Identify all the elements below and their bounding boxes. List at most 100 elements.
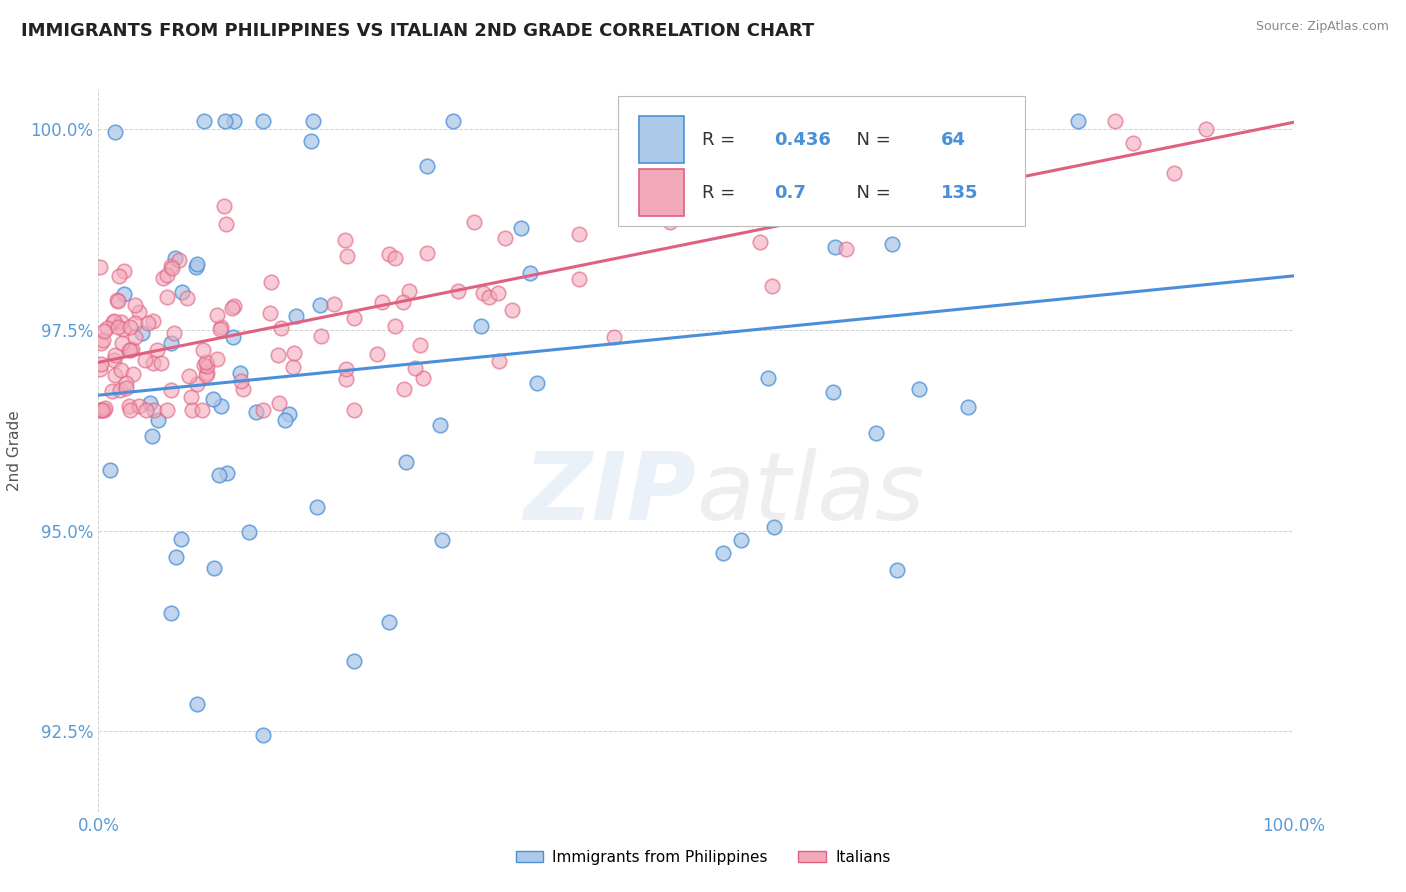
Point [283,345,305,359]
Text: 0.7: 0.7 [773,184,806,202]
Point [103,315,125,329]
Point [118,399,141,413]
Point [865,425,887,440]
Point [90,357,112,371]
Point [758,371,780,385]
Point [343,403,366,417]
Point [176,291,198,305]
Point [659,215,682,229]
Point [110,363,132,377]
Point [165,549,187,564]
Point [138,396,160,410]
Point [120,343,142,358]
Point [111,322,134,336]
Point [366,347,388,361]
Point [122,368,145,382]
Point [91,333,114,347]
Point [429,417,451,432]
Text: 135: 135 [941,184,979,202]
Point [335,362,357,376]
Point [214,114,236,128]
Point [112,287,135,301]
Point [749,235,772,249]
Point [104,348,127,362]
Point [1163,165,1185,179]
Point [384,318,406,333]
Point [416,246,439,260]
Point [89,260,111,274]
Point [526,376,548,391]
Point [186,377,208,392]
Point [657,198,679,212]
Point [260,275,283,289]
Point [150,356,173,370]
Point [162,261,184,276]
Point [160,259,183,273]
Point [302,114,325,128]
Point [519,267,541,281]
Point [201,392,224,406]
Point [848,114,870,128]
Point [1195,121,1218,136]
Text: R =: R = [702,184,741,202]
Point [90,403,112,417]
Point [205,308,228,322]
Point [90,336,112,351]
Point [155,289,177,303]
Text: 0.436: 0.436 [773,131,831,149]
Point [494,230,516,244]
Point [762,520,785,534]
Point [184,260,207,275]
Point [412,371,434,385]
Point [568,227,591,241]
Point [232,382,254,396]
Point [488,354,510,368]
Point [568,271,591,285]
Point [160,336,183,351]
Point [309,329,332,343]
Point [222,299,245,313]
Point [163,251,186,265]
Point [167,253,190,268]
Point [395,455,418,469]
Point [221,329,243,343]
Point [141,429,163,443]
Text: ZIP: ZIP [523,448,696,540]
Point [221,301,243,315]
Point [134,352,156,367]
Point [118,320,141,334]
Point [89,362,111,376]
Point [229,374,252,388]
Point [135,403,157,417]
Point [335,372,357,386]
Point [404,360,426,375]
Point [103,313,125,327]
Point [252,728,274,742]
Text: 64: 64 [941,131,966,149]
Point [146,343,169,357]
Point [111,335,134,350]
Point [96,321,118,335]
Point [391,295,413,310]
Point [186,257,208,271]
Point [124,298,146,312]
Point [252,403,274,417]
Point [1066,114,1088,128]
Point [115,376,138,390]
Point [274,413,297,427]
Point [371,294,394,309]
Point [907,382,929,396]
Point [170,532,193,546]
Y-axis label: 2nd Grade: 2nd Grade [7,410,22,491]
Point [245,404,267,418]
Point [156,403,179,417]
Point [108,384,131,398]
Point [478,290,501,304]
Point [880,237,903,252]
Point [229,366,252,380]
Point [104,368,127,382]
Point [384,251,406,265]
Point [409,338,432,352]
Point [488,286,510,301]
Point [186,697,208,711]
